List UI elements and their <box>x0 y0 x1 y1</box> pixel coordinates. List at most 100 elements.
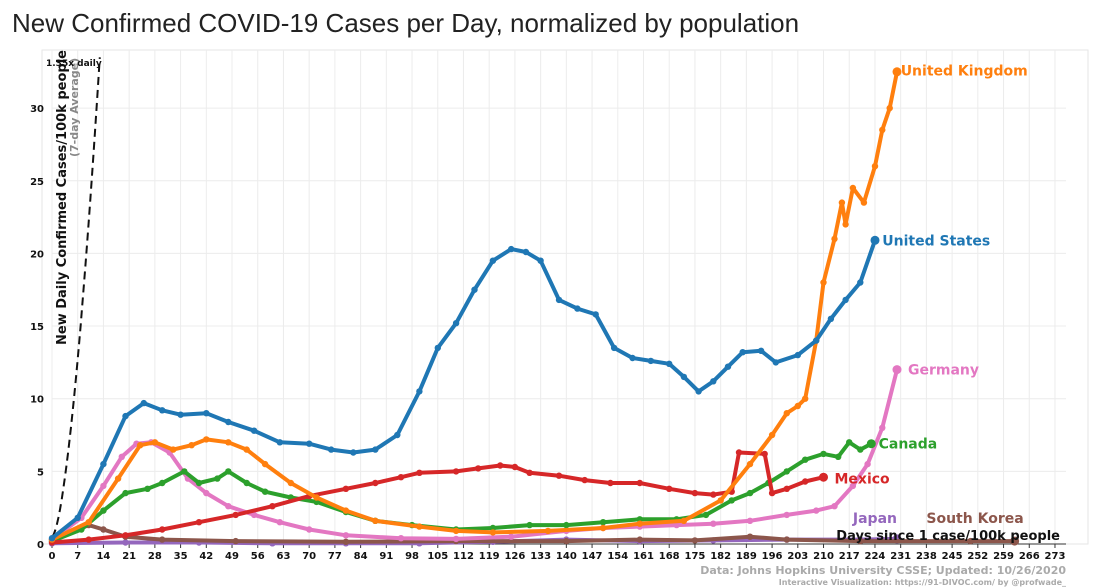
x-tick-label: 210 <box>813 551 834 562</box>
series-end-marker <box>1010 536 1020 546</box>
data-point <box>313 494 320 501</box>
data-point <box>489 524 497 532</box>
data-point <box>225 418 232 426</box>
data-point <box>342 485 350 492</box>
data-point <box>879 126 886 134</box>
data-point <box>860 199 868 206</box>
x-tick-label: 140 <box>556 551 577 562</box>
data-point <box>269 503 276 510</box>
x-tick-label: 7 <box>74 551 81 562</box>
x-tick-label: 42 <box>199 551 213 562</box>
x-axis-label: Days since 1 case/100k people <box>836 529 1060 544</box>
data-point <box>159 479 166 487</box>
data-point <box>100 507 107 514</box>
data-point <box>100 526 107 533</box>
series-end-marker <box>892 67 902 77</box>
data-point <box>276 439 283 446</box>
data-point <box>261 488 269 495</box>
data-point <box>599 519 607 526</box>
x-tick-label: 245 <box>942 551 963 562</box>
data-point <box>695 388 702 395</box>
data-point <box>74 514 81 521</box>
y-tick-label: 5 <box>37 467 44 478</box>
x-tick-label: 56 <box>251 551 265 562</box>
data-point <box>739 349 746 356</box>
data-point <box>232 537 239 545</box>
data-point <box>783 410 790 417</box>
data-point <box>188 442 195 449</box>
credit-note: Interactive Visualization: https://91-DI… <box>779 578 1066 587</box>
data-point <box>794 351 801 359</box>
data-point <box>475 465 482 472</box>
data-point <box>250 427 258 434</box>
data-point <box>471 286 478 293</box>
x-tick-label: 35 <box>174 551 188 562</box>
data-point <box>629 354 636 362</box>
data-point <box>159 536 166 543</box>
data-point <box>203 410 210 417</box>
data-point <box>100 460 107 468</box>
data-point <box>691 537 699 544</box>
x-tick-label: 147 <box>582 551 603 562</box>
data-point <box>225 439 232 446</box>
data-point <box>783 511 790 519</box>
data-point <box>537 257 544 264</box>
data-point <box>746 517 754 524</box>
data-point <box>849 482 857 490</box>
data-point <box>563 521 570 529</box>
x-tick-label: 84 <box>354 551 368 562</box>
data-point <box>203 436 210 443</box>
data-point <box>452 527 460 535</box>
y-tick-label: 0 <box>37 540 44 551</box>
series-group <box>48 67 1020 547</box>
plot-frame <box>41 49 1089 545</box>
data-point <box>581 476 588 484</box>
x-tick-label: 112 <box>453 551 474 562</box>
data-point <box>372 479 379 487</box>
series-united-kingdom <box>48 67 902 543</box>
data-point <box>802 456 809 463</box>
x-tick-label: 182 <box>710 551 731 562</box>
data-point <box>783 468 790 475</box>
data-point <box>599 524 607 532</box>
chart-title: New Confirmed COVID-19 Cases per Day, no… <box>12 8 800 38</box>
x-tick-label: 133 <box>530 551 551 562</box>
series-label-japan: Japan <box>852 511 897 527</box>
data-point <box>563 537 570 545</box>
data-point <box>724 363 732 370</box>
data-point <box>372 446 379 453</box>
y-tick-label: 30 <box>30 104 44 115</box>
data-point <box>508 245 515 253</box>
data-point <box>342 507 350 514</box>
data-point <box>864 460 871 468</box>
data-point <box>306 526 313 533</box>
x-tick-label: 91 <box>379 551 393 562</box>
x-tick-label: 203 <box>787 551 808 562</box>
data-point <box>647 357 654 365</box>
x-tick-label: 175 <box>684 551 705 562</box>
y-tick-label: 20 <box>30 249 44 260</box>
axes: 0 7 14 21 28 35 42 49 56 63 70 77 84 91 98 105 112 119 126… <box>30 104 1066 562</box>
data-point <box>243 479 250 487</box>
data-point <box>151 439 159 446</box>
data-point <box>522 248 530 256</box>
data-point <box>452 468 460 475</box>
series-label-united-states: United States <box>882 233 990 249</box>
series-end-marker <box>870 235 880 245</box>
data-point <box>350 449 357 456</box>
data-point <box>849 184 857 192</box>
data-point <box>452 535 460 543</box>
x-tick-label: 119 <box>479 551 500 562</box>
x-tick-label: 196 <box>762 551 783 562</box>
data-point <box>122 539 129 546</box>
series-label-united-kingdom: United Kingdom <box>901 63 1028 79</box>
data-point <box>434 344 441 352</box>
x-tick-label: 14 <box>96 551 110 562</box>
data-point <box>306 440 313 447</box>
x-tick-label: 217 <box>839 551 860 562</box>
data-point <box>243 446 250 453</box>
x-tick-label: 21 <box>122 551 136 562</box>
data-point <box>746 460 754 468</box>
reference-line <box>51 57 101 538</box>
